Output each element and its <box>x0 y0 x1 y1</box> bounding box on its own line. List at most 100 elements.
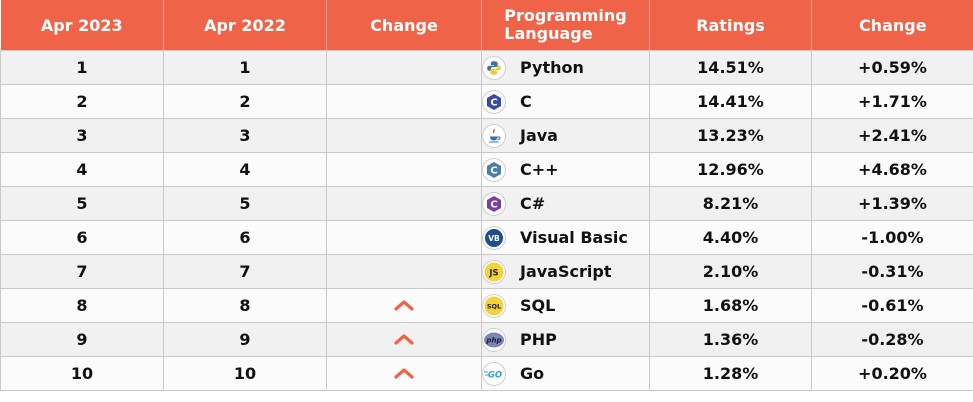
rank-2022-cell: 10 <box>163 356 327 391</box>
rank-2023-cell: 10 <box>0 356 164 391</box>
rank-2022-cell: 4 <box>163 152 327 187</box>
language-name: Go <box>520 364 545 383</box>
change-cell <box>326 118 482 153</box>
header-ratings: Ratings <box>649 0 812 51</box>
rank-2023-cell: 8 <box>0 288 164 323</box>
header-apr-2023: Apr 2023 <box>0 0 164 51</box>
language-cell: Java <box>481 118 650 153</box>
header-change: Change <box>326 0 482 51</box>
python-icon <box>482 55 506 80</box>
rank-2022-cell: 7 <box>163 254 327 289</box>
rank-2023-cell: 6 <box>0 220 164 255</box>
language-name: SQL <box>520 296 556 315</box>
svg-text:SQL: SQL <box>487 302 501 310</box>
rank-2023-cell: 2 <box>0 84 164 119</box>
cpp-icon: C <box>482 157 506 182</box>
rating-change-cell: -0.28% <box>811 322 973 357</box>
svg-text:GO: GO <box>488 370 502 380</box>
language-name: Python <box>520 58 584 77</box>
language-name: C <box>520 92 532 111</box>
language-cell: VB Visual Basic <box>481 220 650 255</box>
c-icon: C <box>482 89 506 114</box>
ratings-cell: 12.96% <box>649 152 812 187</box>
rank-2023-cell: 9 <box>0 322 164 357</box>
svg-text:C: C <box>490 199 497 210</box>
language-name: JavaScript <box>520 262 612 281</box>
svg-text:php: php <box>485 336 501 344</box>
header-language-line2: Language <box>504 24 593 43</box>
table-header-row: Apr 2023 Apr 2022 Change Programming Lan… <box>0 0 973 51</box>
rating-change-cell: +1.71% <box>811 84 973 119</box>
rating-change-cell: +4.68% <box>811 152 973 187</box>
change-cell <box>326 322 482 357</box>
php-icon: php <box>482 327 506 352</box>
language-cell: php PHP <box>481 322 650 357</box>
change-cell <box>326 220 482 255</box>
chevron-up-icon <box>393 297 415 316</box>
change-cell <box>326 84 482 119</box>
language-ranking-table: Apr 2023 Apr 2022 Change Programming Lan… <box>0 0 973 391</box>
rank-2022-cell: 8 <box>163 288 327 323</box>
change-cell <box>326 254 482 289</box>
svg-text:VB: VB <box>488 234 500 243</box>
ratings-cell: 13.23% <box>649 118 812 153</box>
rank-2022-cell: 9 <box>163 322 327 357</box>
header-language-line1: Programming <box>504 6 627 25</box>
rank-2023-cell: 7 <box>0 254 164 289</box>
rank-2022-cell: 5 <box>163 186 327 221</box>
visual-basic-icon: VB <box>482 225 506 250</box>
language-cell: SQL SQL <box>481 288 650 323</box>
language-name: Java <box>520 126 558 145</box>
language-cell: Python <box>481 50 650 85</box>
ratings-cell: 1.36% <box>649 322 812 357</box>
ratings-cell: 2.10% <box>649 254 812 289</box>
svg-text:JS: JS <box>488 268 498 278</box>
ratings-cell: 14.41% <box>649 84 812 119</box>
csharp-icon: C <box>482 191 506 216</box>
rating-change-cell: -1.00% <box>811 220 973 255</box>
rank-2023-cell: 3 <box>0 118 164 153</box>
change-cell <box>326 152 482 187</box>
rating-change-cell: +2.41% <box>811 118 973 153</box>
ratings-cell: 14.51% <box>649 50 812 85</box>
rating-change-cell: +0.20% <box>811 356 973 391</box>
ratings-cell: 1.68% <box>649 288 812 323</box>
header-apr-2022: Apr 2022 <box>163 0 327 51</box>
rating-change-cell: -0.61% <box>811 288 973 323</box>
language-cell: GO Go <box>481 356 650 391</box>
rank-2022-cell: 3 <box>163 118 327 153</box>
language-name: C# <box>520 194 546 213</box>
rank-2023-cell: 4 <box>0 152 164 187</box>
ratings-cell: 1.28% <box>649 356 812 391</box>
change-cell <box>326 50 482 85</box>
rating-change-cell: +1.39% <box>811 186 973 221</box>
language-cell: JS JavaScript <box>481 254 650 289</box>
language-name: Visual Basic <box>520 228 628 247</box>
change-cell <box>326 356 482 391</box>
chevron-up-icon <box>393 365 415 384</box>
go-icon: GO <box>482 361 506 386</box>
header-programming-language: Programming Language <box>481 0 650 51</box>
java-icon <box>482 123 506 148</box>
language-name: PHP <box>520 330 557 349</box>
ratings-cell: 8.21% <box>649 186 812 221</box>
rank-2023-cell: 1 <box>0 50 164 85</box>
change-cell <box>326 288 482 323</box>
javascript-icon: JS <box>482 259 506 284</box>
rank-2022-cell: 2 <box>163 84 327 119</box>
language-name: C++ <box>520 160 559 179</box>
header-rating-change: Change <box>811 0 973 51</box>
rank-2023-cell: 5 <box>0 186 164 221</box>
change-cell <box>326 186 482 221</box>
sql-icon: SQL <box>482 293 506 318</box>
language-cell: C C <box>481 84 650 119</box>
ratings-cell: 4.40% <box>649 220 812 255</box>
